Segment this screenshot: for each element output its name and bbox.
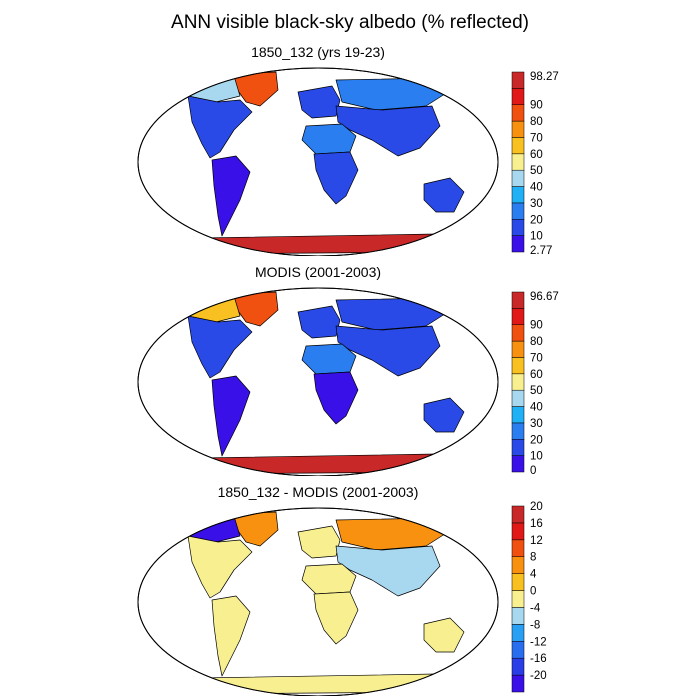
region-europe bbox=[297, 525, 341, 559]
region-central-africa bbox=[313, 591, 359, 645]
region-europe bbox=[297, 85, 341, 119]
colorbar-tick-label: 70 bbox=[530, 352, 543, 364]
colorbar-swatch bbox=[511, 556, 525, 574]
region-north-america bbox=[187, 535, 253, 599]
panel-2-map bbox=[137, 287, 499, 476]
colorbar-tick-label: 0 bbox=[530, 586, 536, 598]
colorbar-swatch bbox=[511, 373, 525, 391]
colorbar-tick-label: 0 bbox=[530, 465, 536, 477]
region-australia bbox=[423, 397, 465, 433]
region-europe bbox=[297, 305, 341, 339]
colorbar-swatch bbox=[511, 186, 525, 204]
colorbar-tick-label: 96.67 bbox=[530, 291, 559, 303]
colorbar-swatch bbox=[511, 88, 525, 105]
panel-1-map bbox=[137, 67, 499, 256]
colorbar-tick-label: 40 bbox=[530, 402, 543, 414]
colorbar-tick-label: 16 bbox=[530, 518, 543, 530]
colorbar-tick-label: 10 bbox=[530, 231, 543, 243]
region-south-america bbox=[211, 595, 251, 677]
panel-1-colorbar: 2.77 10 20 30 40 50 60 70 80 90 98.27 bbox=[511, 71, 559, 257]
region-australia bbox=[423, 617, 465, 653]
region-south-america bbox=[211, 155, 251, 237]
region-north-america bbox=[187, 95, 253, 159]
colorbar-tick-label: 70 bbox=[530, 132, 543, 144]
colorbar-swatch bbox=[511, 308, 525, 325]
colorbar-tick-label: 10 bbox=[530, 451, 543, 463]
colorbar-tick-label: 50 bbox=[530, 385, 543, 397]
colorbar-swatch bbox=[511, 219, 525, 236]
colorbar-swatch bbox=[511, 340, 525, 358]
colorbar-swatch bbox=[511, 389, 525, 407]
panel-1-title: 1850_132 (yrs 19-23) bbox=[251, 44, 385, 60]
colorbar-tick-label: 20 bbox=[530, 434, 543, 446]
colorbar-swatch bbox=[511, 422, 525, 440]
colorbar-swatch bbox=[511, 291, 525, 309]
region-australia bbox=[423, 177, 465, 213]
panel-2-title: MODIS (2001-2003) bbox=[254, 264, 382, 280]
colorbar-tick-label: 20 bbox=[530, 501, 543, 513]
region-central-africa bbox=[313, 151, 359, 205]
panel-3-title: 1850_132 - MODIS (2001-2003) bbox=[217, 484, 419, 500]
region-south-america bbox=[211, 375, 251, 457]
colorbar-tick-label: -16 bbox=[530, 653, 547, 665]
colorbar-swatch bbox=[511, 104, 525, 122]
colorbar-swatch bbox=[511, 674, 525, 693]
colorbar-tick-label: -8 bbox=[530, 619, 540, 631]
panel-2-colorbar: 0 10 20 30 40 50 60 70 80 90 96.67 bbox=[511, 291, 559, 477]
colorbar-swatch bbox=[511, 235, 525, 253]
colorbar-tick-label: 90 bbox=[530, 320, 543, 332]
colorbar-tick-label: 98.27 bbox=[530, 71, 559, 83]
colorbar-swatch bbox=[511, 439, 525, 456]
colorbar-swatch bbox=[511, 202, 525, 220]
colorbar-tick-label: 4 bbox=[530, 569, 537, 581]
colorbar-tick-label: 80 bbox=[530, 116, 543, 128]
colorbar-swatch bbox=[511, 573, 525, 591]
colorbar-swatch bbox=[511, 590, 525, 608]
colorbar-swatch bbox=[511, 357, 525, 375]
colorbar-tick-label: 8 bbox=[530, 552, 536, 564]
colorbar-swatch bbox=[511, 539, 525, 557]
colorbar-tick-label: 60 bbox=[530, 369, 543, 381]
colorbar-tick-label: 2.77 bbox=[530, 245, 552, 257]
colorbar-tick-label: 40 bbox=[530, 182, 543, 194]
colorbar-tick-label: 60 bbox=[530, 149, 543, 161]
colorbar-tick-label: 30 bbox=[530, 198, 543, 210]
colorbar-tick-label: -4 bbox=[530, 602, 541, 614]
colorbar-swatch bbox=[511, 406, 525, 424]
colorbar-swatch bbox=[511, 71, 525, 89]
colorbar-swatch bbox=[511, 120, 525, 138]
panel-3-colorbar: -20 -16 -12 -8 -4 0 4 8 12 16 20 bbox=[511, 501, 547, 693]
region-north-america bbox=[187, 315, 253, 379]
colorbar-tick-label: 90 bbox=[530, 100, 543, 112]
colorbar-tick-label: -20 bbox=[530, 670, 547, 682]
colorbar-tick-label: 12 bbox=[530, 535, 543, 547]
colorbar-swatch bbox=[511, 522, 525, 541]
figure-title: ANN visible black-sky albedo (% reflecte… bbox=[171, 12, 529, 33]
colorbar-swatch bbox=[511, 169, 525, 187]
colorbar-tick-label: 50 bbox=[530, 165, 543, 177]
colorbar-swatch bbox=[511, 641, 525, 659]
colorbar-tick-label: 20 bbox=[530, 214, 543, 226]
panel-3-map bbox=[137, 507, 499, 696]
colorbar-tick-label: 80 bbox=[530, 336, 543, 348]
colorbar-swatch bbox=[511, 137, 525, 155]
colorbar-swatch bbox=[511, 324, 525, 342]
region-central-africa bbox=[313, 371, 359, 425]
colorbar-tick-label: 30 bbox=[530, 418, 543, 430]
colorbar-tick-label: -12 bbox=[530, 636, 547, 648]
colorbar-swatch bbox=[511, 624, 525, 642]
colorbar-swatch bbox=[511, 455, 525, 473]
colorbar-swatch bbox=[511, 607, 525, 625]
colorbar-swatch bbox=[511, 153, 525, 171]
colorbar-swatch bbox=[511, 505, 525, 524]
colorbar-swatch bbox=[511, 657, 525, 676]
